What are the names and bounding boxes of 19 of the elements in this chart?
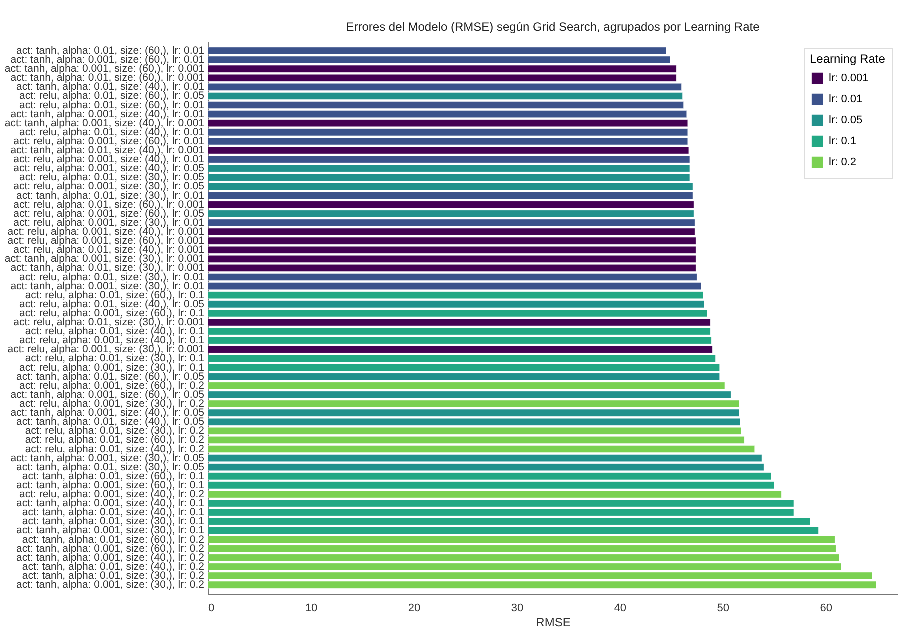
legend-label: lr: 0.2	[829, 156, 857, 168]
x-tick-label: 0	[208, 602, 215, 614]
y-tick-label: act: tanh, alpha: 0.01, size: (60,), lr: 0.01	[16, 44, 205, 57]
legend-title: Learning Rate	[810, 52, 886, 66]
x-tick-label: 60	[820, 602, 833, 614]
x-tick-label: 30	[511, 602, 524, 614]
chart-title: Errores del Modelo (RMSE) según Grid Search, agrupados por Learning Rate	[346, 20, 760, 34]
y-tick-label: act: relu, alpha: 0.01, size: (30,), lr: 0.1	[25, 352, 205, 365]
legend-label: lr: 0.01	[829, 94, 863, 106]
legend-label: lr: 0.001	[829, 72, 869, 84]
y-tick-label: act: tanh, alpha: 0.001, size: (30,), lr: 0.2	[16, 579, 205, 592]
legend-label: lr: 0.1	[829, 136, 857, 148]
x-tick-label: 10	[305, 602, 318, 614]
x-tick-label: 40	[614, 602, 627, 614]
x-tick-label: 50	[717, 602, 730, 614]
x-axis-title: RMSE	[536, 616, 571, 630]
legend-label: lr: 0.05	[829, 114, 863, 126]
y-tick-label: act: relu, alpha: 0.01, size: (60,), lr: 0.2	[25, 434, 205, 446]
x-tick-label: 20	[408, 602, 421, 614]
